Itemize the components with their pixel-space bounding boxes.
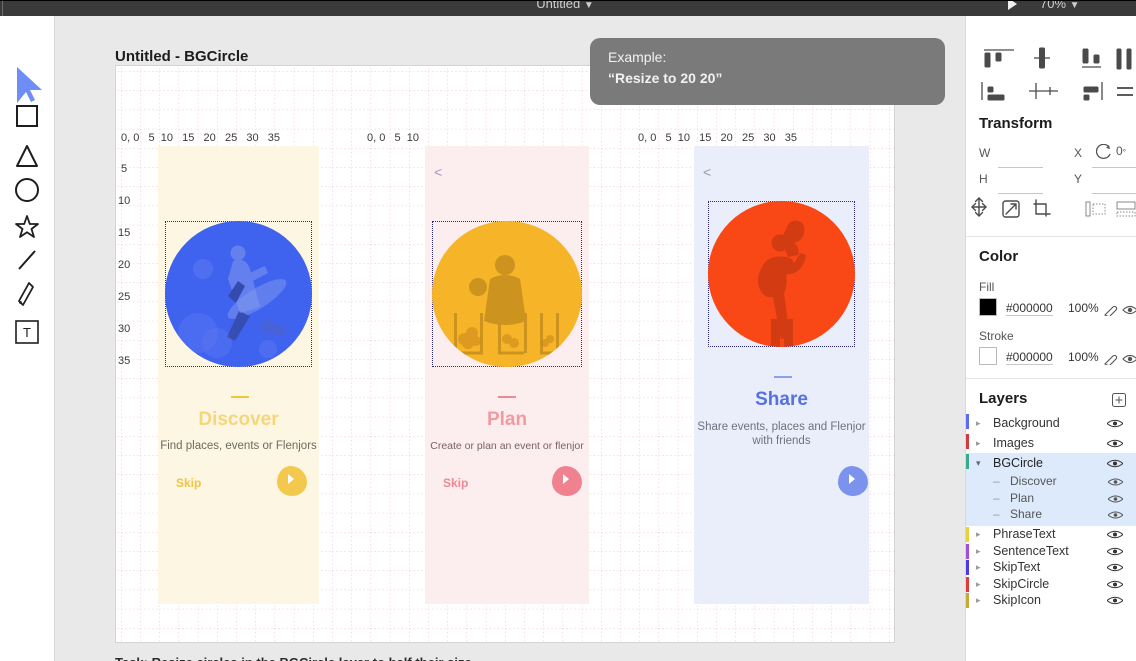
svg-text:T: T	[23, 325, 31, 340]
